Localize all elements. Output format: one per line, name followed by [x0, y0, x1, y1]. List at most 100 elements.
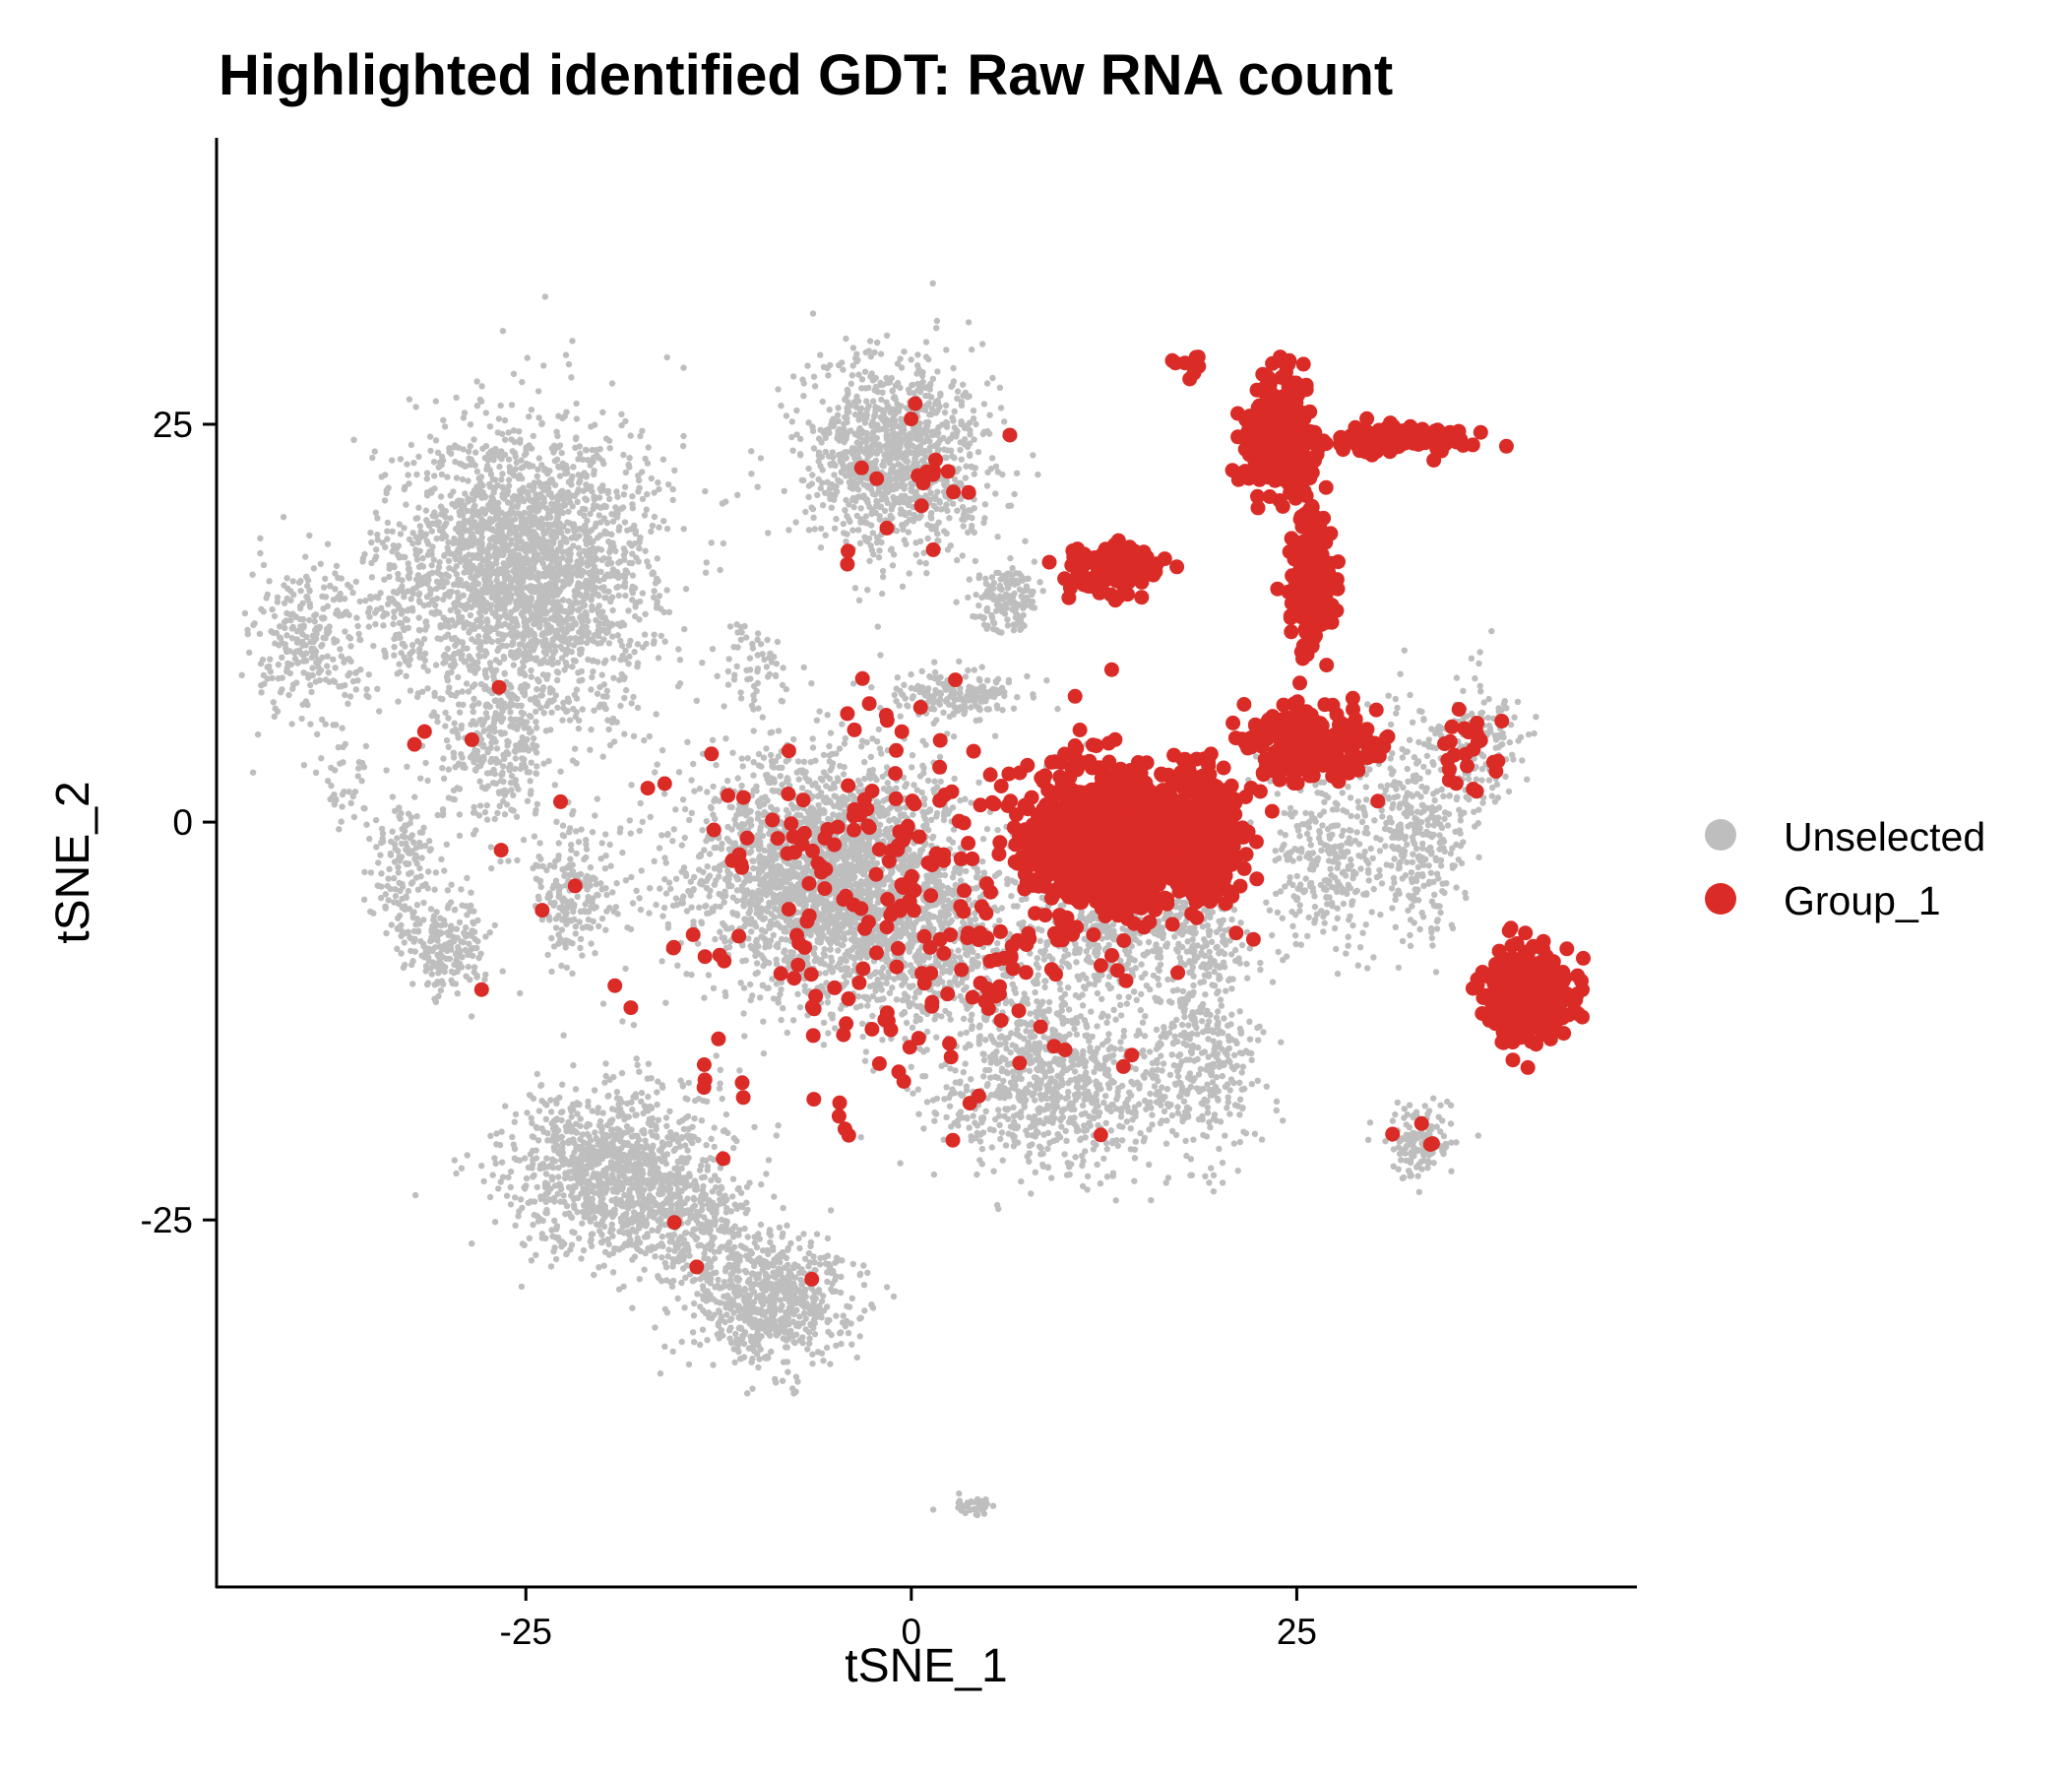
data-point: [459, 475, 467, 483]
data-point: [809, 472, 816, 478]
data-point: [648, 528, 655, 536]
data-point: [509, 448, 516, 455]
data-point: [269, 674, 276, 682]
data-point: [512, 777, 520, 784]
data-point: [383, 929, 390, 937]
data-point: [852, 497, 859, 504]
data-point: [557, 488, 564, 496]
data-point: [436, 954, 443, 961]
data-point: [448, 668, 455, 676]
data-point: [605, 539, 612, 545]
data-point: [897, 384, 904, 392]
data-point: [312, 635, 320, 642]
data-point: [347, 643, 354, 650]
data-point: [422, 507, 430, 514]
data-point: [844, 429, 851, 436]
data-point: [639, 590, 647, 597]
data-point: [861, 368, 869, 375]
data-point: [988, 574, 996, 581]
data-point: [953, 599, 960, 605]
data-point: [339, 725, 345, 731]
data-point: [505, 584, 513, 591]
data-point: [306, 603, 314, 610]
data-point: [962, 475, 970, 481]
data-point: [467, 666, 473, 673]
data-point: [916, 538, 924, 544]
data-point: [564, 519, 571, 526]
data-point: [373, 844, 380, 851]
data-point: [590, 587, 596, 595]
data-point: [924, 535, 931, 542]
data-point: [256, 630, 264, 637]
data-point: [375, 882, 382, 889]
data-point: [514, 726, 521, 732]
data-point: [802, 508, 809, 516]
data-point: [366, 604, 373, 612]
data-point: [583, 481, 590, 488]
data-point: [748, 471, 755, 477]
data-point: [558, 529, 565, 537]
data-point: [513, 502, 521, 510]
data-point: [1001, 418, 1008, 425]
data-point: [425, 601, 432, 608]
data-point: [456, 947, 463, 954]
data-point: [389, 457, 396, 464]
data-point: [482, 443, 490, 450]
data-point: [651, 631, 658, 638]
data-point: [536, 840, 543, 847]
data-point: [931, 668, 939, 676]
data-point: [509, 720, 516, 727]
data-point: [615, 527, 622, 534]
data-point: [1001, 610, 1009, 617]
data-point: [258, 689, 265, 696]
data-point: [529, 614, 535, 622]
data-point: [456, 960, 464, 967]
data-point: [886, 460, 893, 467]
data-point: [632, 528, 639, 535]
data-point: [330, 677, 337, 684]
data-point: [492, 598, 500, 604]
data-point: [471, 831, 477, 838]
data-point: [569, 664, 576, 670]
data-point: [369, 454, 376, 462]
data-point: [487, 454, 494, 461]
data-point: [520, 760, 528, 768]
data-point: [675, 646, 682, 653]
data-point: [451, 961, 458, 968]
data-point: [582, 901, 589, 908]
data-point: [559, 917, 566, 923]
data-point: [903, 468, 910, 475]
data-point: [875, 554, 883, 561]
data-point: [896, 452, 903, 460]
data-point: [646, 732, 653, 740]
data-point: [335, 743, 342, 751]
data-point: [435, 519, 442, 526]
data-point: [349, 589, 356, 597]
data-point: [627, 432, 634, 439]
data-point: [402, 615, 409, 623]
data-point: [569, 861, 576, 868]
data-point: [900, 496, 907, 504]
data-point: [361, 550, 368, 558]
data-point: [950, 378, 958, 385]
data-point: [416, 523, 423, 530]
data-point: [325, 669, 332, 676]
data-point: [241, 609, 249, 617]
data-point: [524, 596, 531, 602]
data-point: [438, 471, 446, 478]
data-point: [607, 598, 614, 605]
data-point: [465, 688, 472, 695]
data-point: [467, 421, 474, 428]
data-point: [326, 623, 333, 630]
data-point: [320, 605, 327, 612]
data-point: [455, 594, 463, 601]
data-point: [459, 461, 466, 469]
data-point: [534, 698, 541, 706]
data-point: [384, 519, 392, 527]
data-point: [299, 638, 306, 646]
data-point: [413, 471, 420, 478]
data-point: [559, 717, 566, 724]
data-point: [682, 586, 690, 593]
data-point: [503, 534, 510, 540]
data-point: [560, 699, 567, 706]
